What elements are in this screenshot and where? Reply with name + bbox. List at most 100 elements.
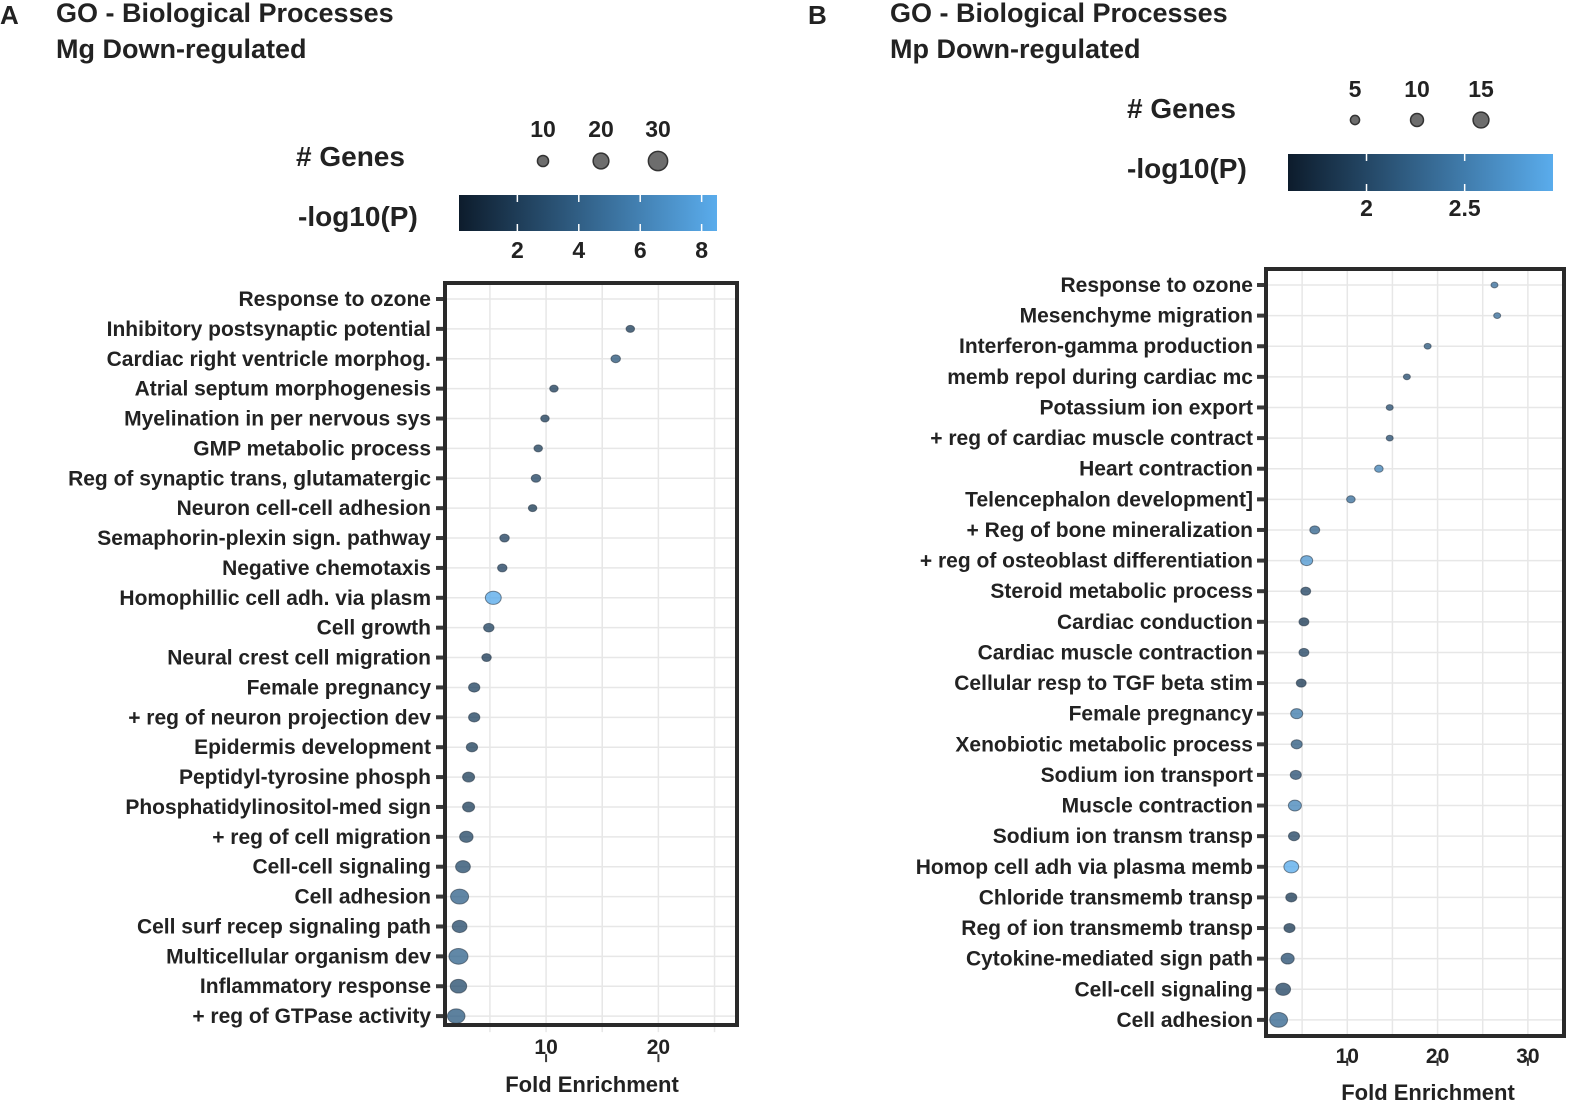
x-tick-label: 20 <box>1426 1045 1449 1068</box>
data-point <box>499 533 510 543</box>
color-legend-ticks: 2 2.5 <box>1360 154 1481 221</box>
data-point <box>1309 525 1321 535</box>
data-point <box>1374 464 1384 473</box>
size-legend-label: 20 <box>588 116 614 142</box>
x-axis: 10 20 <box>534 1036 670 1063</box>
data-point <box>1490 281 1499 289</box>
data-point <box>1289 769 1302 780</box>
category-label: Mesenchyme migration <box>1020 305 1253 328</box>
x-tick-label: 20 <box>647 1036 670 1059</box>
gridlines <box>445 283 737 1033</box>
category-label: Interferon-gamma production <box>959 335 1253 358</box>
data-point <box>465 742 479 753</box>
data-point <box>459 830 474 843</box>
color-tick-label: 2.5 <box>1449 195 1481 221</box>
category-label: memb repol during cardiac mc <box>947 366 1253 389</box>
color-legend-ticks: 2 4 6 8 <box>511 195 708 263</box>
data-point <box>468 712 481 723</box>
category-label: Epidermis development <box>194 736 431 759</box>
data-point <box>1280 952 1295 965</box>
category-label: Sodium ion transport <box>1041 764 1253 787</box>
size-legend-dot <box>647 150 669 172</box>
category-label: Response to ozone <box>1060 274 1253 297</box>
data-point <box>610 354 621 364</box>
category-label: Muscle contraction <box>1062 795 1253 818</box>
data-point <box>448 948 469 965</box>
size-legend-dot <box>592 152 610 170</box>
x-axis: 10 20 30 <box>1336 1045 1540 1068</box>
category-label: Cell-cell signaling <box>252 856 431 879</box>
color-tick-label: 2 <box>511 237 524 263</box>
category-label: Female pregnancy <box>1069 703 1254 726</box>
data-point <box>625 324 636 333</box>
color-legend-title: -log10(P) <box>298 201 418 232</box>
size-legend-label: 10 <box>530 116 556 142</box>
data-point <box>1283 860 1300 874</box>
data-point <box>481 653 492 662</box>
data-point <box>1287 799 1302 812</box>
category-axis: Response to ozone Inhibitory postsynaptic… <box>68 288 444 1028</box>
category-label: + Reg of bone mineralization <box>967 519 1253 542</box>
category-label: Cytokine-mediated sign path <box>966 948 1253 971</box>
category-label: Peptidyl-tyrosine phosph <box>179 766 431 789</box>
data-point <box>1298 647 1310 658</box>
x-tick-label: 30 <box>1516 1045 1539 1068</box>
category-label: Phosphatidylinositol-med sign <box>125 796 431 819</box>
panel-label: B <box>808 0 827 30</box>
data-point <box>527 504 538 513</box>
data-point <box>1287 831 1301 842</box>
category-label: Homop cell adh via plasma memb <box>916 856 1253 879</box>
data-point <box>533 444 543 453</box>
category-label: Semaphorin-plexin sign. pathway <box>97 527 431 550</box>
category-label: Inflammatory response <box>200 975 431 998</box>
plot-frame <box>1264 267 1566 1038</box>
category-label: Cellular resp to TGF beta stim <box>954 672 1253 695</box>
category-label: Potassium ion export <box>1039 396 1253 419</box>
data-point <box>449 978 468 994</box>
data-point <box>1298 617 1310 627</box>
x-axis-label: Fold Enrichment <box>505 1072 679 1097</box>
category-label: Neuron cell-cell adhesion <box>177 497 431 520</box>
chart-title: GO - Biological Processes <box>56 0 394 28</box>
data-point <box>451 919 468 934</box>
category-label: Homophillic cell adh. via plasm <box>119 587 431 610</box>
data-point <box>462 771 476 783</box>
plot-frame <box>443 281 739 1027</box>
x-axis-label: Fold Enrichment <box>1341 1080 1515 1105</box>
gridlines <box>1266 269 1564 1036</box>
category-label: Cardiac conduction <box>1057 611 1253 634</box>
color-legend-title: -log10(P) <box>1127 153 1247 184</box>
size-legend-dot <box>536 154 550 168</box>
category-label: GMP metabolic process <box>193 437 431 460</box>
data-point <box>1300 555 1314 567</box>
data-point <box>483 622 495 633</box>
category-label: + reg of neuron projection dev <box>128 706 431 729</box>
data-point <box>1346 495 1356 504</box>
data-point <box>1269 1012 1289 1028</box>
size-legend-label: 10 <box>1404 76 1430 102</box>
category-label: Chloride transmemb transp <box>979 886 1253 909</box>
data-point <box>468 682 481 693</box>
color-tick-label: 8 <box>695 237 708 263</box>
category-label: Multicellular organism dev <box>166 945 431 968</box>
size-legend-dot <box>1349 114 1361 126</box>
data-point <box>1493 312 1502 320</box>
category-label: Steroid metabolic process <box>990 580 1253 603</box>
category-axis: Response to ozone Mesenchyme migration Int… <box>916 274 1265 1032</box>
data-point <box>462 801 476 813</box>
data-point <box>1290 708 1304 720</box>
category-label: Response to ozone <box>238 288 431 311</box>
size-legend-label: 5 <box>1349 76 1362 102</box>
data-point <box>455 860 471 874</box>
category-label: Cell-cell signaling <box>1074 978 1253 1001</box>
x-tick-label: 10 <box>534 1036 557 1059</box>
color-scale-bar <box>459 195 717 231</box>
data-points <box>446 324 636 1024</box>
data-point <box>1402 373 1411 381</box>
category-label: Telencephalon development] <box>965 488 1253 511</box>
data-point <box>1283 922 1296 934</box>
category-label: Cell adhesion <box>1116 1009 1253 1032</box>
size-legend: 5 10 15 <box>1349 76 1494 129</box>
color-tick-label: 6 <box>634 237 647 263</box>
color-scale-bar <box>1288 154 1553 191</box>
